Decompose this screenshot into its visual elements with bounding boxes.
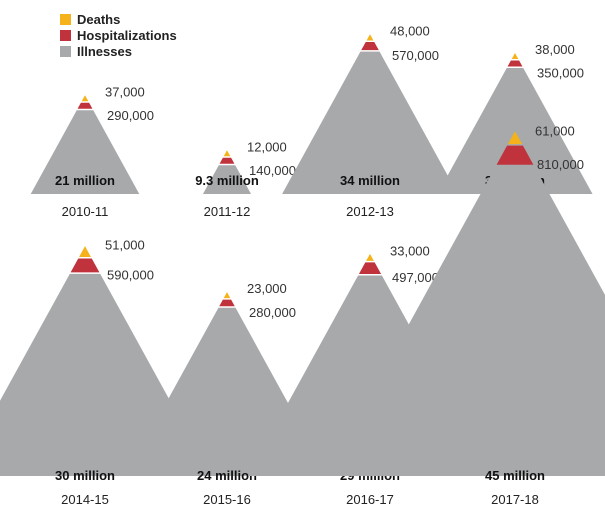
deaths-label-2017-18: 61,000 bbox=[535, 124, 575, 139]
illnesses-label-2011-12: 9.3 million bbox=[195, 173, 259, 188]
pyramid-illnesses-2017-18 bbox=[325, 166, 605, 476]
pyramid-hospitalizations-2010-11 bbox=[77, 102, 93, 109]
season-label-2016-17: 2016-17 bbox=[346, 492, 394, 507]
pyramid-illnesses-2012-13 bbox=[282, 51, 458, 195]
pyramid-deaths-2010-11 bbox=[81, 95, 89, 102]
deaths-label-2013-14: 38,000 bbox=[535, 42, 575, 57]
season-label-2014-15: 2014-15 bbox=[61, 492, 109, 507]
season-label-2012-13: 2012-13 bbox=[346, 204, 394, 219]
hospitalizations-label-2016-17: 497,000 bbox=[392, 270, 439, 285]
pyramid-deaths-2015-16 bbox=[223, 292, 231, 299]
pyramid-illnesses-2013-14 bbox=[437, 68, 593, 194]
pyramid-hospitalizations-2015-16 bbox=[219, 299, 235, 307]
hospitalizations-label-2017-18: 810,000 bbox=[537, 157, 584, 172]
deaths-label-2015-16: 23,000 bbox=[247, 281, 287, 296]
pyramid-hospitalizations-2012-13 bbox=[361, 41, 379, 51]
illnesses-label-2010-11: 21 million bbox=[55, 173, 115, 188]
deaths-label-2012-13: 48,000 bbox=[390, 23, 430, 38]
pyramid-hospitalizations-2016-17 bbox=[358, 262, 382, 274]
legend-swatch-deaths bbox=[60, 14, 71, 25]
legend-swatch-hospitalizations bbox=[60, 30, 71, 41]
pyramid-hospitalizations-2013-14 bbox=[507, 60, 523, 67]
legend-item-deaths: Deaths bbox=[60, 12, 120, 27]
legend-item-illnesses: Illnesses bbox=[60, 44, 132, 59]
illnesses-label-2014-15: 30 million bbox=[55, 468, 115, 483]
season-label-2011-12: 2011-12 bbox=[204, 204, 251, 219]
pyramid-illnesses-2011-12 bbox=[202, 165, 252, 194]
pyramid-deaths-2012-13 bbox=[366, 34, 374, 41]
hospitalizations-label-2015-16: 280,000 bbox=[249, 305, 296, 320]
hospitalizations-label-2014-15: 590,000 bbox=[107, 267, 154, 282]
deaths-label-2014-15: 51,000 bbox=[105, 238, 145, 253]
season-label-2015-16: 2015-16 bbox=[203, 492, 251, 507]
pyramid-hospitalizations-2011-12 bbox=[219, 157, 235, 164]
illnesses-label-2012-13: 34 million bbox=[340, 173, 400, 188]
hospitalizations-label-2010-11: 290,000 bbox=[107, 108, 154, 123]
pyramid-hospitalizations-2014-15 bbox=[70, 258, 100, 273]
legend-label-illnesses: Illnesses bbox=[77, 44, 132, 59]
season-label-2010-11: 2010-11 bbox=[62, 204, 109, 219]
deaths-label-2010-11: 37,000 bbox=[105, 84, 145, 99]
deaths-label-2016-17: 33,000 bbox=[390, 243, 430, 258]
legend-swatch-illnesses bbox=[60, 46, 71, 57]
hospitalizations-label-2013-14: 350,000 bbox=[537, 66, 584, 81]
illnesses-label-2017-18: 45 million bbox=[485, 468, 545, 483]
season-label-2017-18: 2017-18 bbox=[491, 492, 539, 507]
hospitalizations-label-2012-13: 570,000 bbox=[392, 48, 439, 63]
pyramid-deaths-2016-17 bbox=[366, 253, 374, 261]
legend-item-hospitalizations: Hospitalizations bbox=[60, 28, 177, 43]
hospitalizations-label-2011-12: 140,000 bbox=[249, 163, 296, 178]
pyramid-illnesses-2010-11 bbox=[30, 110, 140, 194]
legend-label-hospitalizations: Hospitalizations bbox=[77, 28, 177, 43]
pyramid-deaths-2011-12 bbox=[223, 150, 231, 157]
legend-label-deaths: Deaths bbox=[77, 12, 121, 27]
pyramid-deaths-2014-15 bbox=[79, 246, 91, 257]
deaths-label-2011-12: 12,000 bbox=[247, 139, 287, 154]
illnesses-label-2015-16: 24 million bbox=[197, 468, 257, 483]
pyramid-deaths-2017-18 bbox=[507, 131, 523, 145]
pyramid-deaths-2013-14 bbox=[511, 53, 519, 59]
pyramid-hospitalizations-2017-18 bbox=[496, 145, 534, 165]
